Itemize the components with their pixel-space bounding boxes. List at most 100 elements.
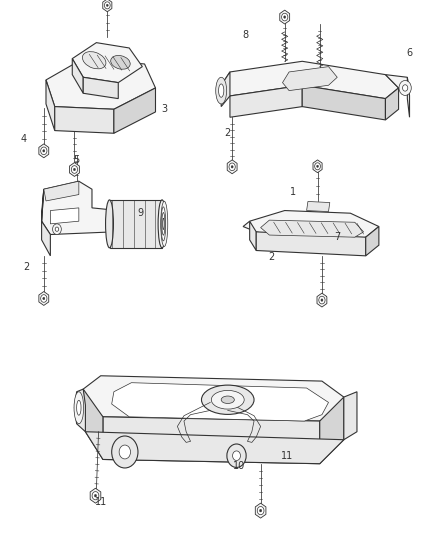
Circle shape (399, 80, 411, 95)
Polygon shape (90, 488, 101, 503)
Polygon shape (283, 67, 337, 91)
Circle shape (231, 166, 233, 168)
Text: 2: 2 (23, 262, 29, 271)
Ellipse shape (215, 77, 227, 104)
Circle shape (259, 509, 262, 512)
Circle shape (403, 85, 408, 91)
Polygon shape (385, 75, 410, 96)
Text: 2: 2 (225, 128, 231, 138)
Polygon shape (42, 189, 50, 256)
Polygon shape (221, 72, 230, 107)
Circle shape (233, 451, 240, 461)
Polygon shape (317, 293, 327, 307)
Text: 7: 7 (334, 232, 340, 242)
Ellipse shape (74, 392, 84, 424)
Polygon shape (307, 201, 330, 212)
Polygon shape (320, 397, 344, 464)
Ellipse shape (77, 400, 81, 415)
Polygon shape (243, 211, 379, 241)
Circle shape (92, 491, 99, 500)
Circle shape (282, 13, 288, 21)
Polygon shape (42, 181, 125, 235)
Polygon shape (39, 144, 49, 158)
Polygon shape (385, 88, 399, 120)
Polygon shape (85, 432, 344, 464)
Polygon shape (83, 77, 118, 99)
Circle shape (321, 299, 323, 301)
Polygon shape (313, 160, 322, 173)
Polygon shape (74, 389, 85, 432)
Polygon shape (280, 10, 290, 24)
Polygon shape (46, 59, 155, 109)
Text: 11: 11 (95, 497, 107, 507)
Ellipse shape (158, 200, 166, 248)
Ellipse shape (219, 84, 224, 98)
Polygon shape (72, 43, 142, 83)
Circle shape (227, 444, 246, 467)
Circle shape (112, 436, 138, 468)
Polygon shape (302, 85, 385, 120)
Ellipse shape (221, 396, 234, 403)
Polygon shape (72, 59, 83, 93)
Polygon shape (255, 503, 266, 518)
Polygon shape (50, 208, 79, 224)
Text: 6: 6 (406, 49, 413, 58)
Ellipse shape (82, 52, 106, 69)
Polygon shape (221, 61, 399, 99)
Text: 10: 10 (233, 462, 245, 471)
Polygon shape (227, 160, 237, 174)
Polygon shape (46, 80, 55, 131)
Text: 11: 11 (281, 451, 293, 461)
Ellipse shape (106, 200, 113, 248)
Circle shape (314, 163, 321, 170)
Circle shape (43, 297, 45, 300)
Circle shape (41, 295, 47, 302)
Circle shape (55, 227, 59, 231)
Ellipse shape (211, 390, 244, 409)
Circle shape (74, 168, 75, 171)
Polygon shape (261, 220, 364, 237)
Polygon shape (103, 0, 112, 12)
Polygon shape (344, 392, 357, 440)
Circle shape (104, 2, 110, 9)
Polygon shape (83, 389, 103, 459)
Circle shape (284, 16, 286, 18)
Polygon shape (230, 85, 302, 117)
Polygon shape (250, 221, 256, 251)
Ellipse shape (111, 55, 130, 69)
Circle shape (53, 224, 61, 235)
Circle shape (317, 165, 318, 167)
Polygon shape (110, 200, 162, 248)
Ellipse shape (161, 201, 168, 246)
Circle shape (71, 166, 78, 173)
Text: 8: 8 (242, 30, 248, 39)
Polygon shape (407, 77, 410, 117)
Circle shape (257, 506, 264, 515)
Circle shape (94, 494, 97, 497)
Polygon shape (44, 181, 79, 201)
Polygon shape (103, 417, 320, 464)
Text: 2: 2 (268, 252, 275, 262)
Ellipse shape (162, 218, 164, 230)
Polygon shape (39, 292, 49, 305)
Text: 9: 9 (137, 208, 143, 218)
Text: 1: 1 (290, 187, 297, 197)
Text: 3: 3 (161, 104, 167, 114)
Polygon shape (70, 163, 79, 176)
Ellipse shape (161, 207, 166, 241)
Polygon shape (114, 88, 155, 133)
Circle shape (41, 147, 47, 155)
Ellipse shape (201, 385, 254, 415)
Circle shape (119, 445, 131, 459)
Circle shape (229, 163, 235, 171)
Polygon shape (55, 107, 114, 133)
Text: 5: 5 (74, 155, 80, 165)
Text: 4: 4 (21, 134, 27, 143)
Circle shape (106, 4, 108, 6)
Polygon shape (256, 232, 366, 256)
Circle shape (43, 150, 45, 152)
Circle shape (319, 296, 325, 304)
Polygon shape (366, 227, 379, 256)
Ellipse shape (162, 213, 165, 235)
Polygon shape (112, 383, 328, 421)
